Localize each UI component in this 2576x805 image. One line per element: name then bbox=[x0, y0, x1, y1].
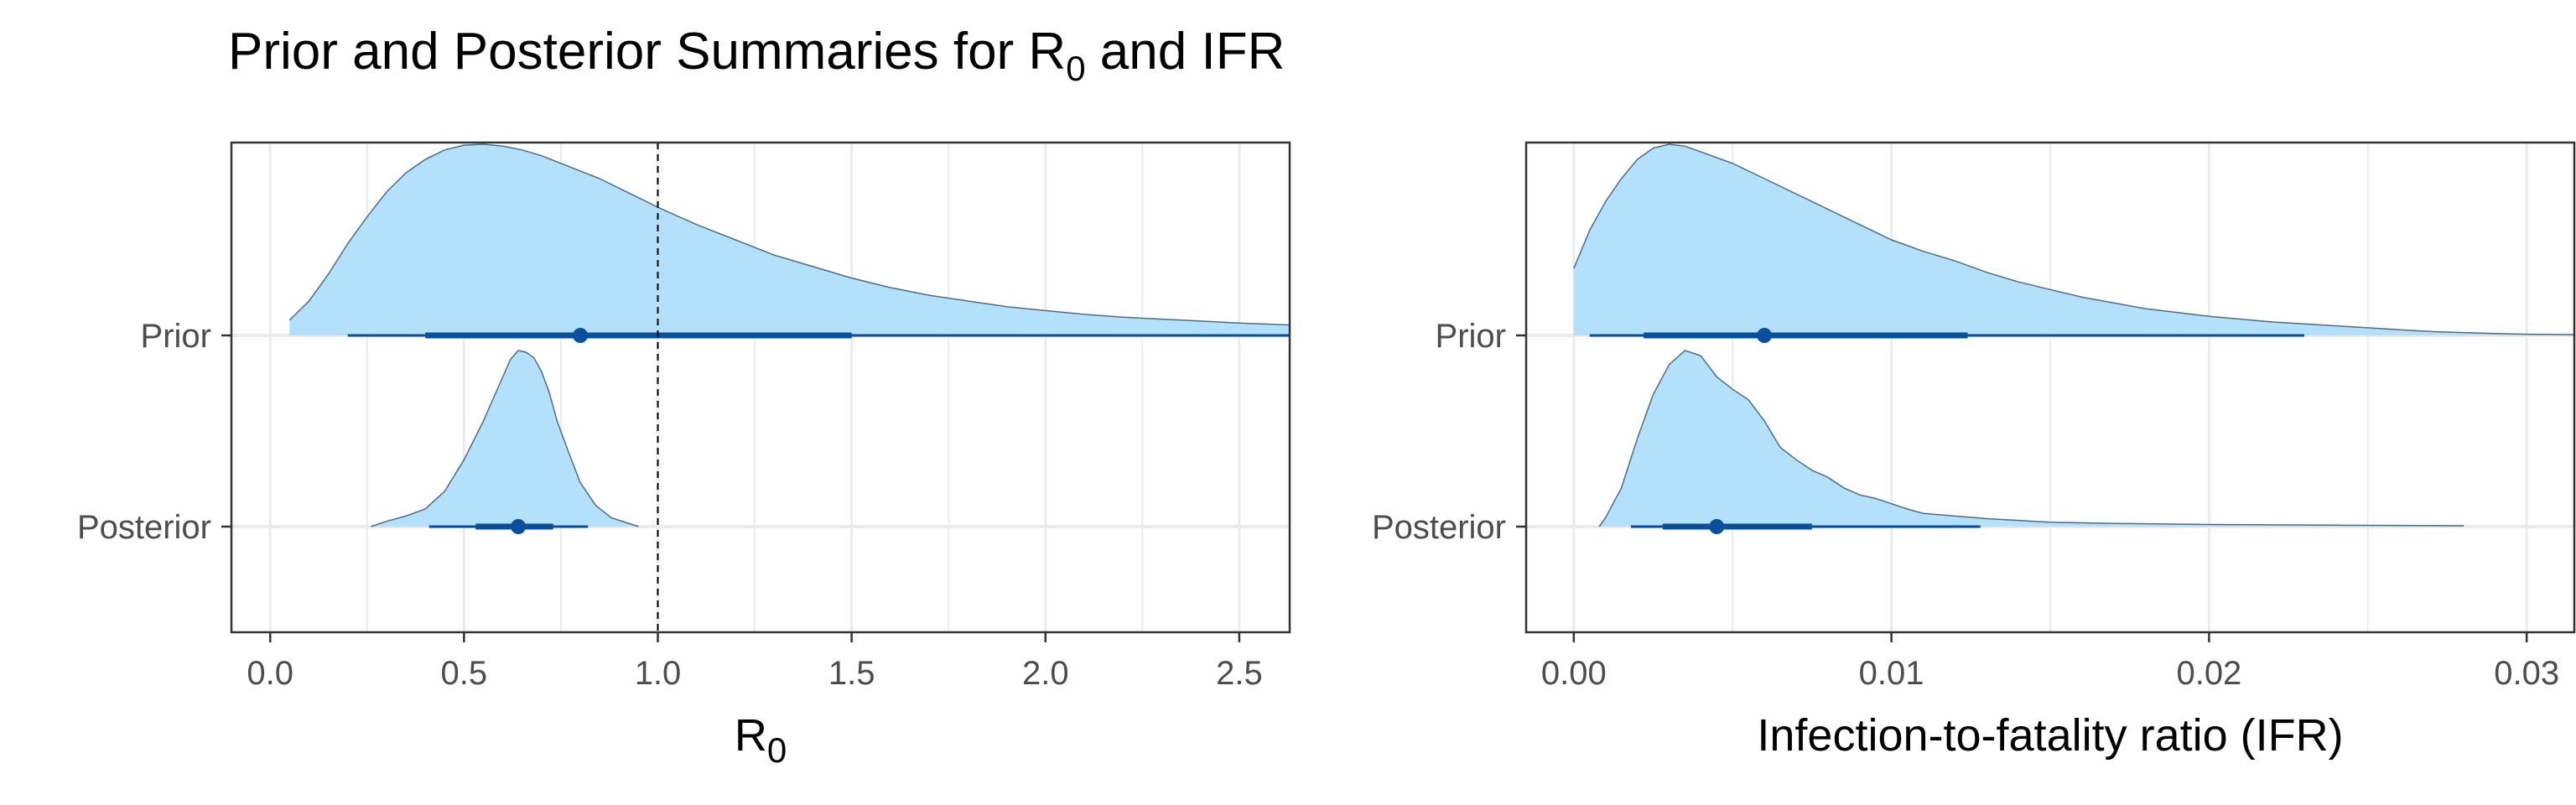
panel-r0: 0.0 0.5 1.0 1.5 2.0 2.5 Prior Posterior R0 bbox=[77, 141, 1291, 770]
x-tick-label: 0.00 bbox=[1541, 655, 1607, 692]
point-estimate-prior bbox=[1757, 328, 1773, 343]
chart-title-subscript: 0 bbox=[1066, 49, 1085, 88]
panel-ifr-border bbox=[1524, 141, 2576, 634]
chart-title: Prior and Posterior Summaries for R0 and… bbox=[228, 23, 1285, 88]
density-posterior bbox=[371, 351, 639, 527]
panel-ifr: 0.00 0.01 0.02 0.03 Prior Posterior Infection… bbox=[1372, 141, 2576, 761]
x-axis-label-r0-subscript: 0 bbox=[767, 730, 787, 770]
x-tick-label: 2.0 bbox=[1022, 655, 1069, 692]
panel-r0-marks bbox=[288, 143, 1291, 632]
x-axis-label-r0: R0 bbox=[735, 710, 787, 770]
point-estimate-posterior bbox=[1709, 519, 1725, 534]
x-tick-label: 0.03 bbox=[2494, 655, 2559, 692]
point-estimate-posterior bbox=[511, 519, 527, 534]
density-posterior bbox=[1599, 351, 2464, 527]
y-tick-label-prior: Prior bbox=[1436, 318, 1506, 355]
density-prior bbox=[1573, 144, 2574, 335]
chart-title-suffix: and IFR bbox=[1086, 23, 1285, 80]
x-axis-label-ifr-main: Infection-to-fatality ratio (IFR) bbox=[1757, 710, 2343, 761]
panel-ifr-marks bbox=[1573, 143, 2575, 534]
panel-ifr-axes: 0.00 0.01 0.02 0.03 Prior Posterior bbox=[1372, 318, 2559, 692]
x-tick-label: 0.5 bbox=[441, 655, 488, 692]
density-outline-prior bbox=[1573, 143, 2575, 335]
y-tick-label-posterior: Posterior bbox=[1372, 509, 1506, 546]
y-tick-label-posterior: Posterior bbox=[77, 509, 211, 546]
x-tick-label: 0.02 bbox=[2176, 655, 2241, 692]
x-tick-label: 2.5 bbox=[1216, 655, 1263, 692]
x-tick-label: 1.5 bbox=[828, 655, 875, 692]
density-outline-posterior bbox=[1598, 350, 2464, 527]
x-tick-label: 0.0 bbox=[247, 655, 293, 692]
chart-title-main: Prior and Posterior Summaries for R bbox=[228, 23, 1066, 80]
point-estimate-prior bbox=[573, 328, 589, 343]
panel-r0-border bbox=[230, 141, 1291, 634]
x-axis-label-r0-main: R bbox=[735, 710, 767, 761]
density-outline-posterior bbox=[371, 350, 639, 527]
x-axis-label-ifr: Infection-to-fatality ratio (IFR) bbox=[1757, 710, 2343, 761]
panel-r0-axes: 0.0 0.5 1.0 1.5 2.0 2.5 Prior Posterior bbox=[77, 318, 1263, 692]
density-prior bbox=[289, 144, 1290, 335]
y-tick-label-prior: Prior bbox=[141, 318, 211, 355]
x-tick-label: 0.01 bbox=[1859, 655, 1924, 692]
x-tick-label: 1.0 bbox=[635, 655, 682, 692]
density-outline-prior bbox=[288, 143, 1291, 326]
